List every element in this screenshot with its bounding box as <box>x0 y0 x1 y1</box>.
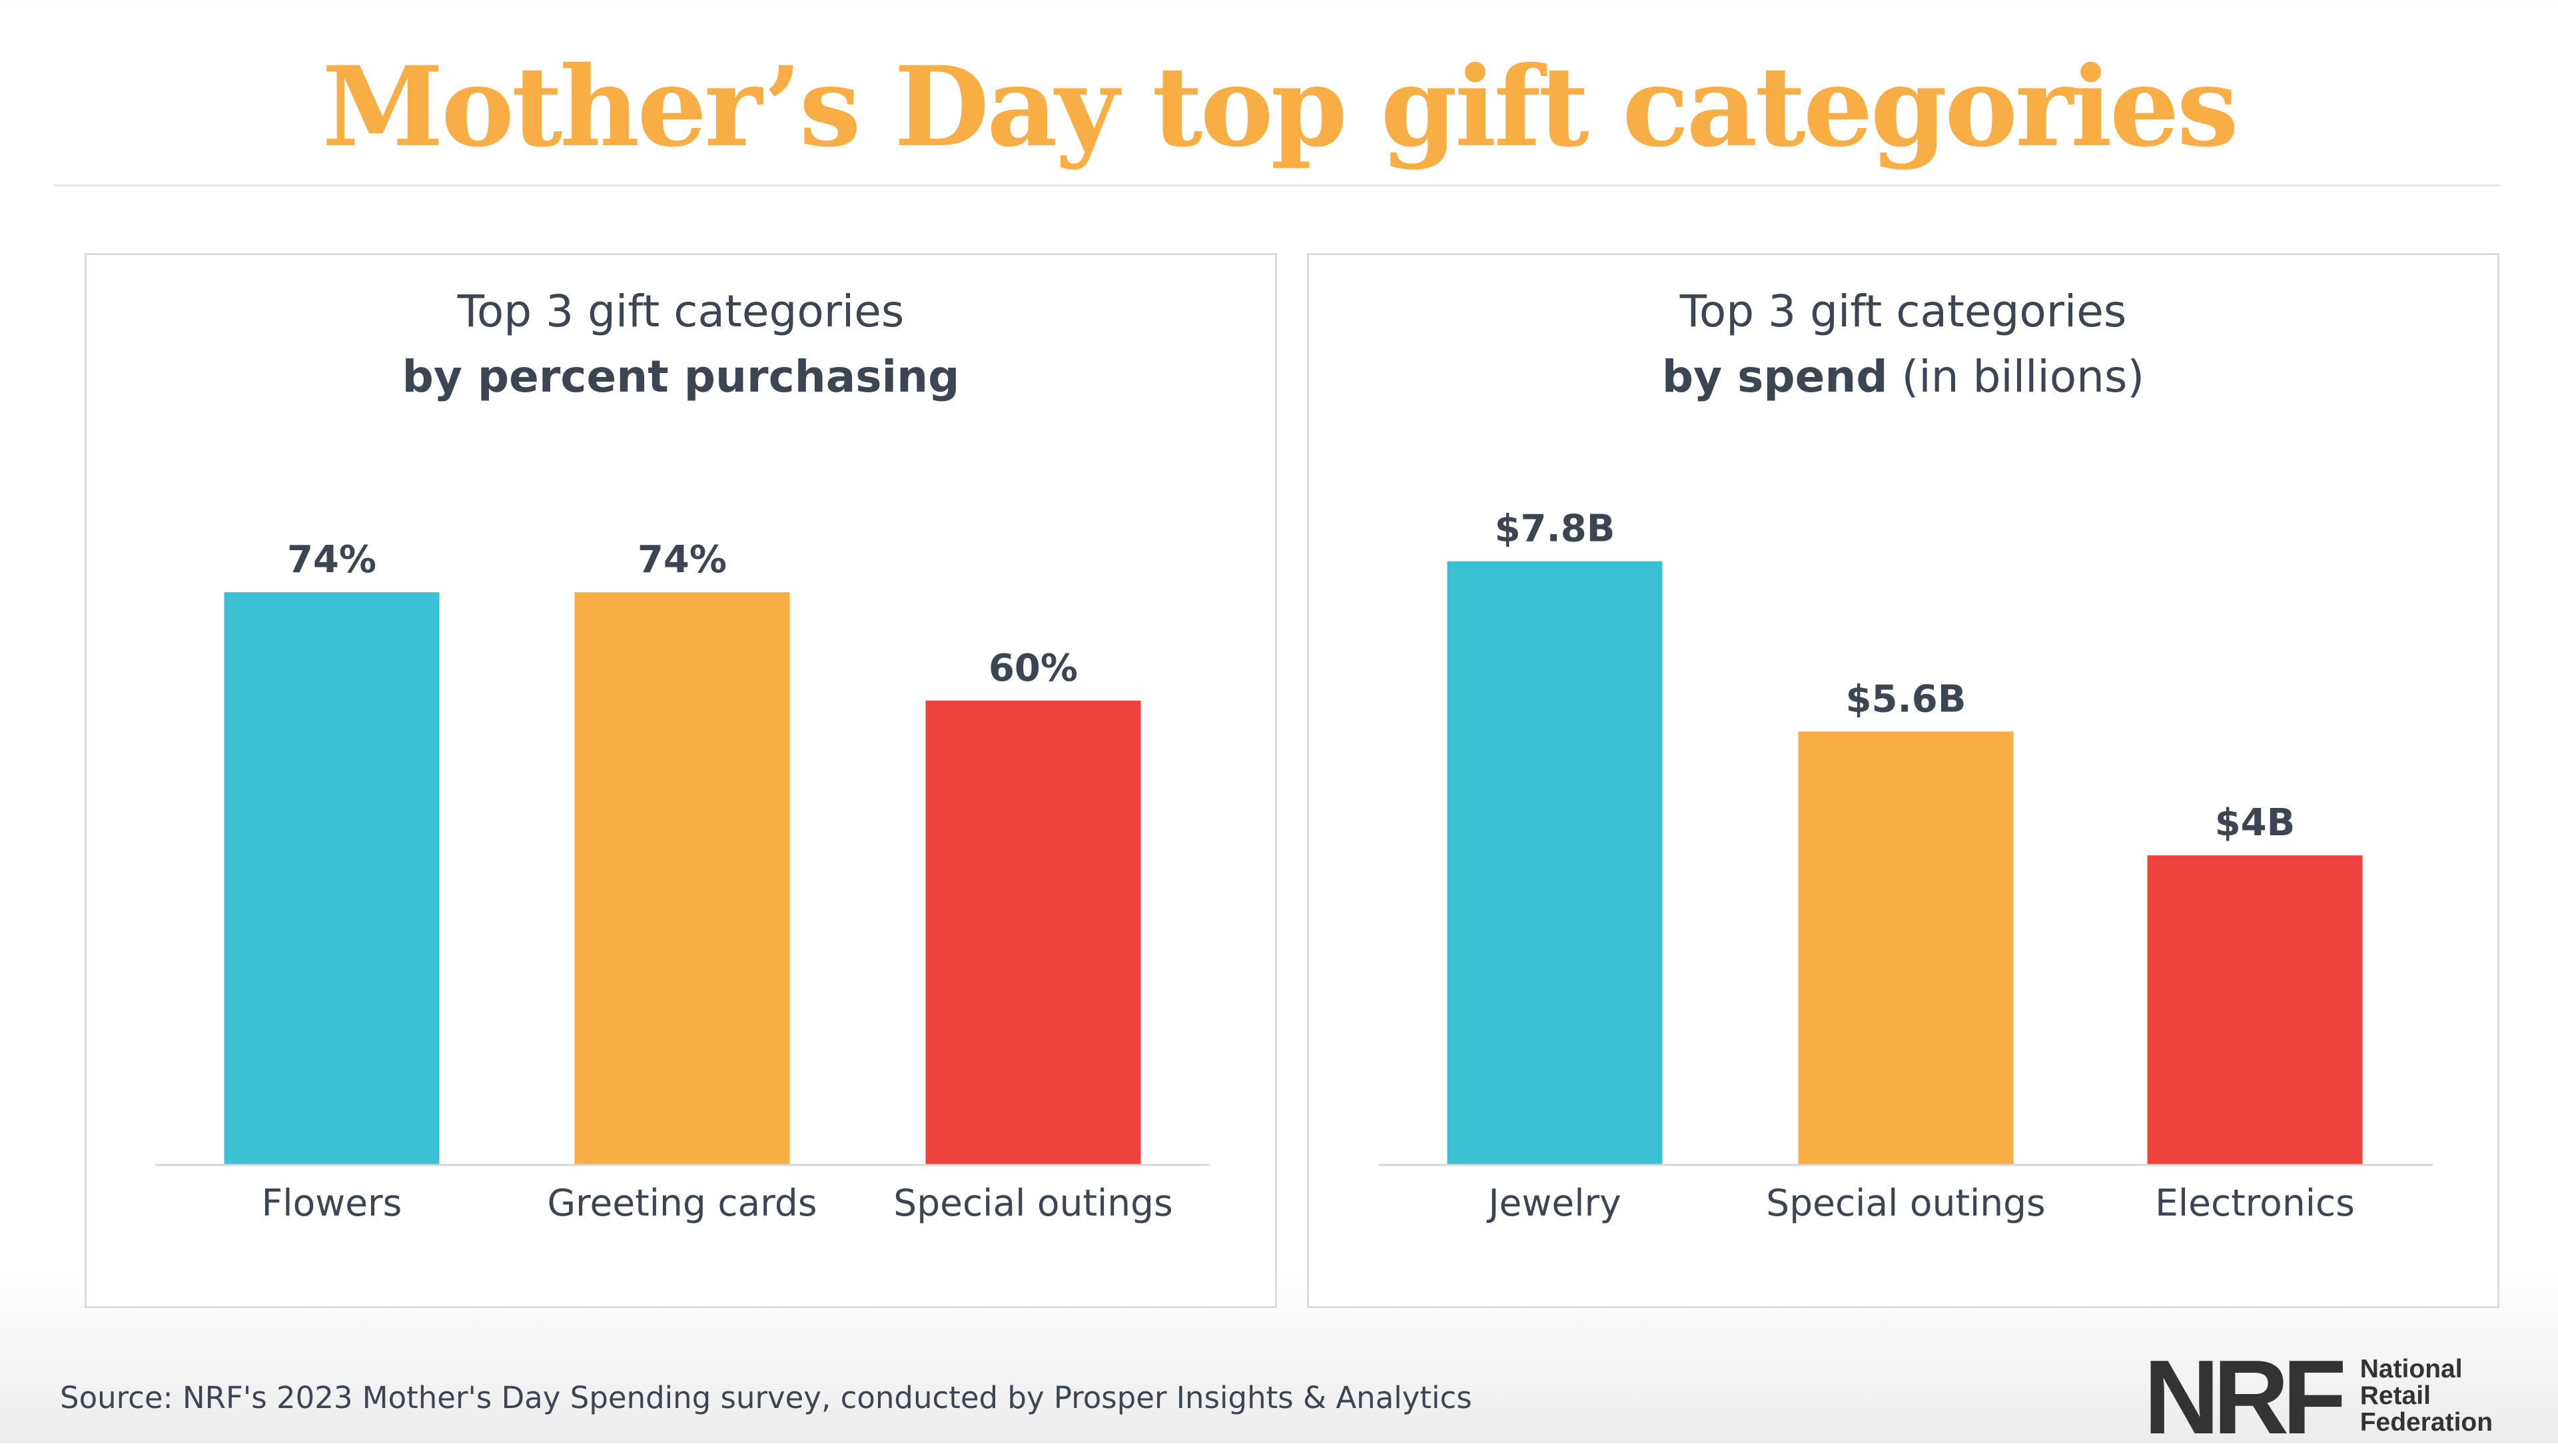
bar <box>574 592 790 1165</box>
chart-title-bold: by percent purchasing <box>402 351 960 402</box>
bar <box>1447 561 1663 1165</box>
title-divider <box>54 184 2501 186</box>
data-label: $5.6B <box>1846 677 1966 721</box>
logo-text: National Retail Federation <box>2360 1356 2493 1436</box>
category-label: Flowers <box>262 1182 402 1224</box>
nrf-logo: NRF National Retail Federation <box>2144 1339 2493 1456</box>
logo-mark: NRF <box>2144 1339 2347 1456</box>
category-label: Electronics <box>2155 1182 2355 1224</box>
bar <box>1798 731 2014 1165</box>
data-label: 74% <box>638 538 727 581</box>
source-note: Source: NRF's 2023 Mother's Day Spending… <box>60 1380 1472 1415</box>
bar <box>2147 855 2363 1165</box>
logo-line: Federation <box>2359 1408 2493 1437</box>
chart-title-line2: by spend (in billions) <box>1307 350 2499 404</box>
data-label: $7.8B <box>1495 508 1615 551</box>
category-label: Special outings <box>893 1182 1172 1224</box>
data-label: 60% <box>989 647 1078 690</box>
data-label: 74% <box>287 538 376 581</box>
bar <box>224 592 440 1165</box>
chart-panel-spend: $7.8B Jewelry $5.6B Special outings $4B Elect… <box>1307 253 2499 1308</box>
chart-title-line1: Top 3 gift categories <box>457 286 905 337</box>
category-label: Greeting cards <box>548 1182 817 1224</box>
chart-title-rest: (in billions) <box>1887 351 2145 402</box>
chart-panel-percent: 74% Flowers 74% Greeting cards 60% Special ou… <box>85 253 1277 1308</box>
chart-title-bold: by spend <box>1661 351 1888 402</box>
bar-chart: 74% Flowers 74% Greeting cards 60% Special ou… <box>155 538 1209 1224</box>
chart-title-line2: by percent purchasing <box>85 350 1277 404</box>
page-title: Mother’s Day top gift categories <box>322 42 2238 171</box>
category-label: Special outings <box>1766 1182 2045 1224</box>
logo-line: National <box>2359 1355 2463 1383</box>
category-label: Jewelry <box>1486 1182 1621 1224</box>
chart-title-line1: Top 3 gift categories <box>1679 286 2127 337</box>
bar-chart: $7.8B Jewelry $5.6B Special outings $4B Elect… <box>1379 508 2433 1224</box>
data-label: $4B <box>2215 801 2296 845</box>
bar <box>925 700 1141 1165</box>
logo-line: Retail <box>2359 1381 2431 1410</box>
